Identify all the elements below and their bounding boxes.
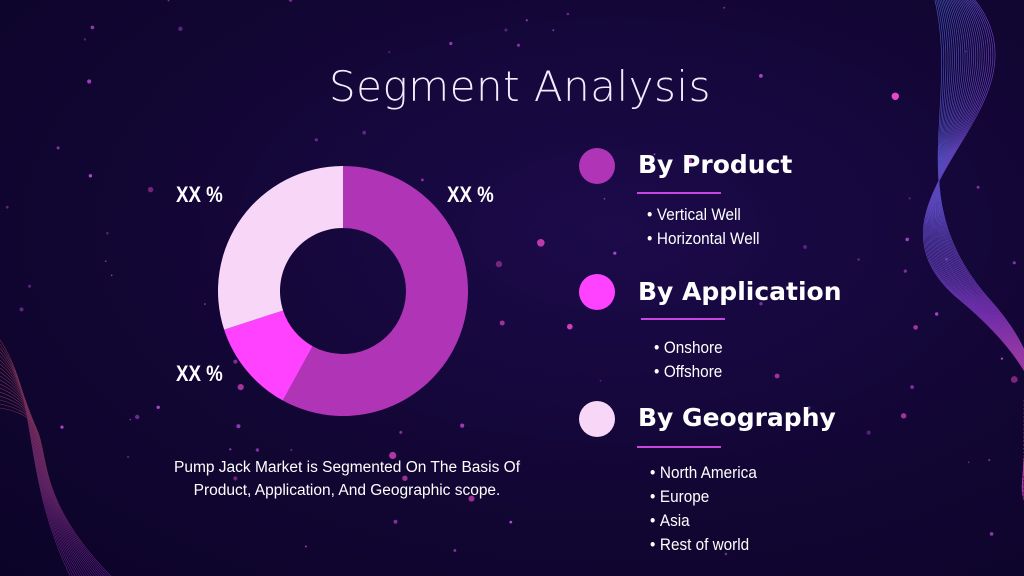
list-item: • Vertical Well bbox=[647, 205, 741, 224]
list-item: • Asia bbox=[650, 511, 690, 530]
list-item-text: North America bbox=[659, 463, 757, 482]
list-item: • Rest of world bbox=[650, 535, 750, 554]
donut-slice-geography bbox=[217, 166, 343, 330]
list-item-text: Europe bbox=[659, 487, 710, 506]
list-item: • Onshore bbox=[654, 338, 723, 357]
caption-line-2: Product, Application, And Geographic sco… bbox=[193, 482, 501, 499]
product-segment-list: • Vertical Well • Horizontal Well bbox=[647, 203, 772, 251]
donut-slice-application bbox=[224, 310, 313, 401]
list-item-text: Horizontal Well bbox=[656, 229, 760, 248]
list-item: • Offshore bbox=[654, 362, 723, 381]
slice-label-product: XX % bbox=[447, 182, 494, 207]
donut-slice-product bbox=[282, 166, 468, 416]
list-item-text: Asia bbox=[659, 511, 690, 530]
geography-segment-list: • North America • Europe • Asia • Rest of wo… bbox=[650, 461, 769, 557]
list-item-text: Offshore bbox=[663, 362, 723, 381]
geography-segment-dot bbox=[579, 401, 615, 437]
geography-segment-underline bbox=[637, 446, 721, 448]
application-segment-list: • Onshore • Offshore bbox=[654, 336, 730, 384]
application-segment-underline bbox=[641, 318, 725, 320]
list-item-text: Onshore bbox=[663, 338, 723, 357]
slice-label-geography: XX % bbox=[176, 182, 223, 207]
list-item-text: Vertical Well bbox=[656, 205, 741, 224]
application-segment-dot bbox=[579, 274, 615, 310]
product-segment-dot bbox=[579, 148, 615, 184]
application-segment-title: By Application bbox=[638, 277, 842, 306]
product-segment-title: By Product bbox=[638, 150, 793, 179]
page-title: Segment Analysis bbox=[329, 62, 711, 111]
slice-label-application: XX % bbox=[176, 361, 223, 386]
caption-line-1: Pump Jack Market is Segmented On The Bas… bbox=[173, 459, 521, 476]
list-item: • North America bbox=[650, 463, 757, 482]
product-segment-underline bbox=[637, 192, 721, 194]
list-item-text: Rest of world bbox=[659, 535, 750, 554]
list-item: • Europe bbox=[650, 487, 710, 506]
donut-slices bbox=[217, 166, 468, 416]
list-item: • Horizontal Well bbox=[647, 229, 760, 248]
geography-segment-title: By Geography bbox=[638, 403, 836, 432]
chart-caption: Pump Jack Market is Segmented On The Bas… bbox=[162, 456, 532, 502]
